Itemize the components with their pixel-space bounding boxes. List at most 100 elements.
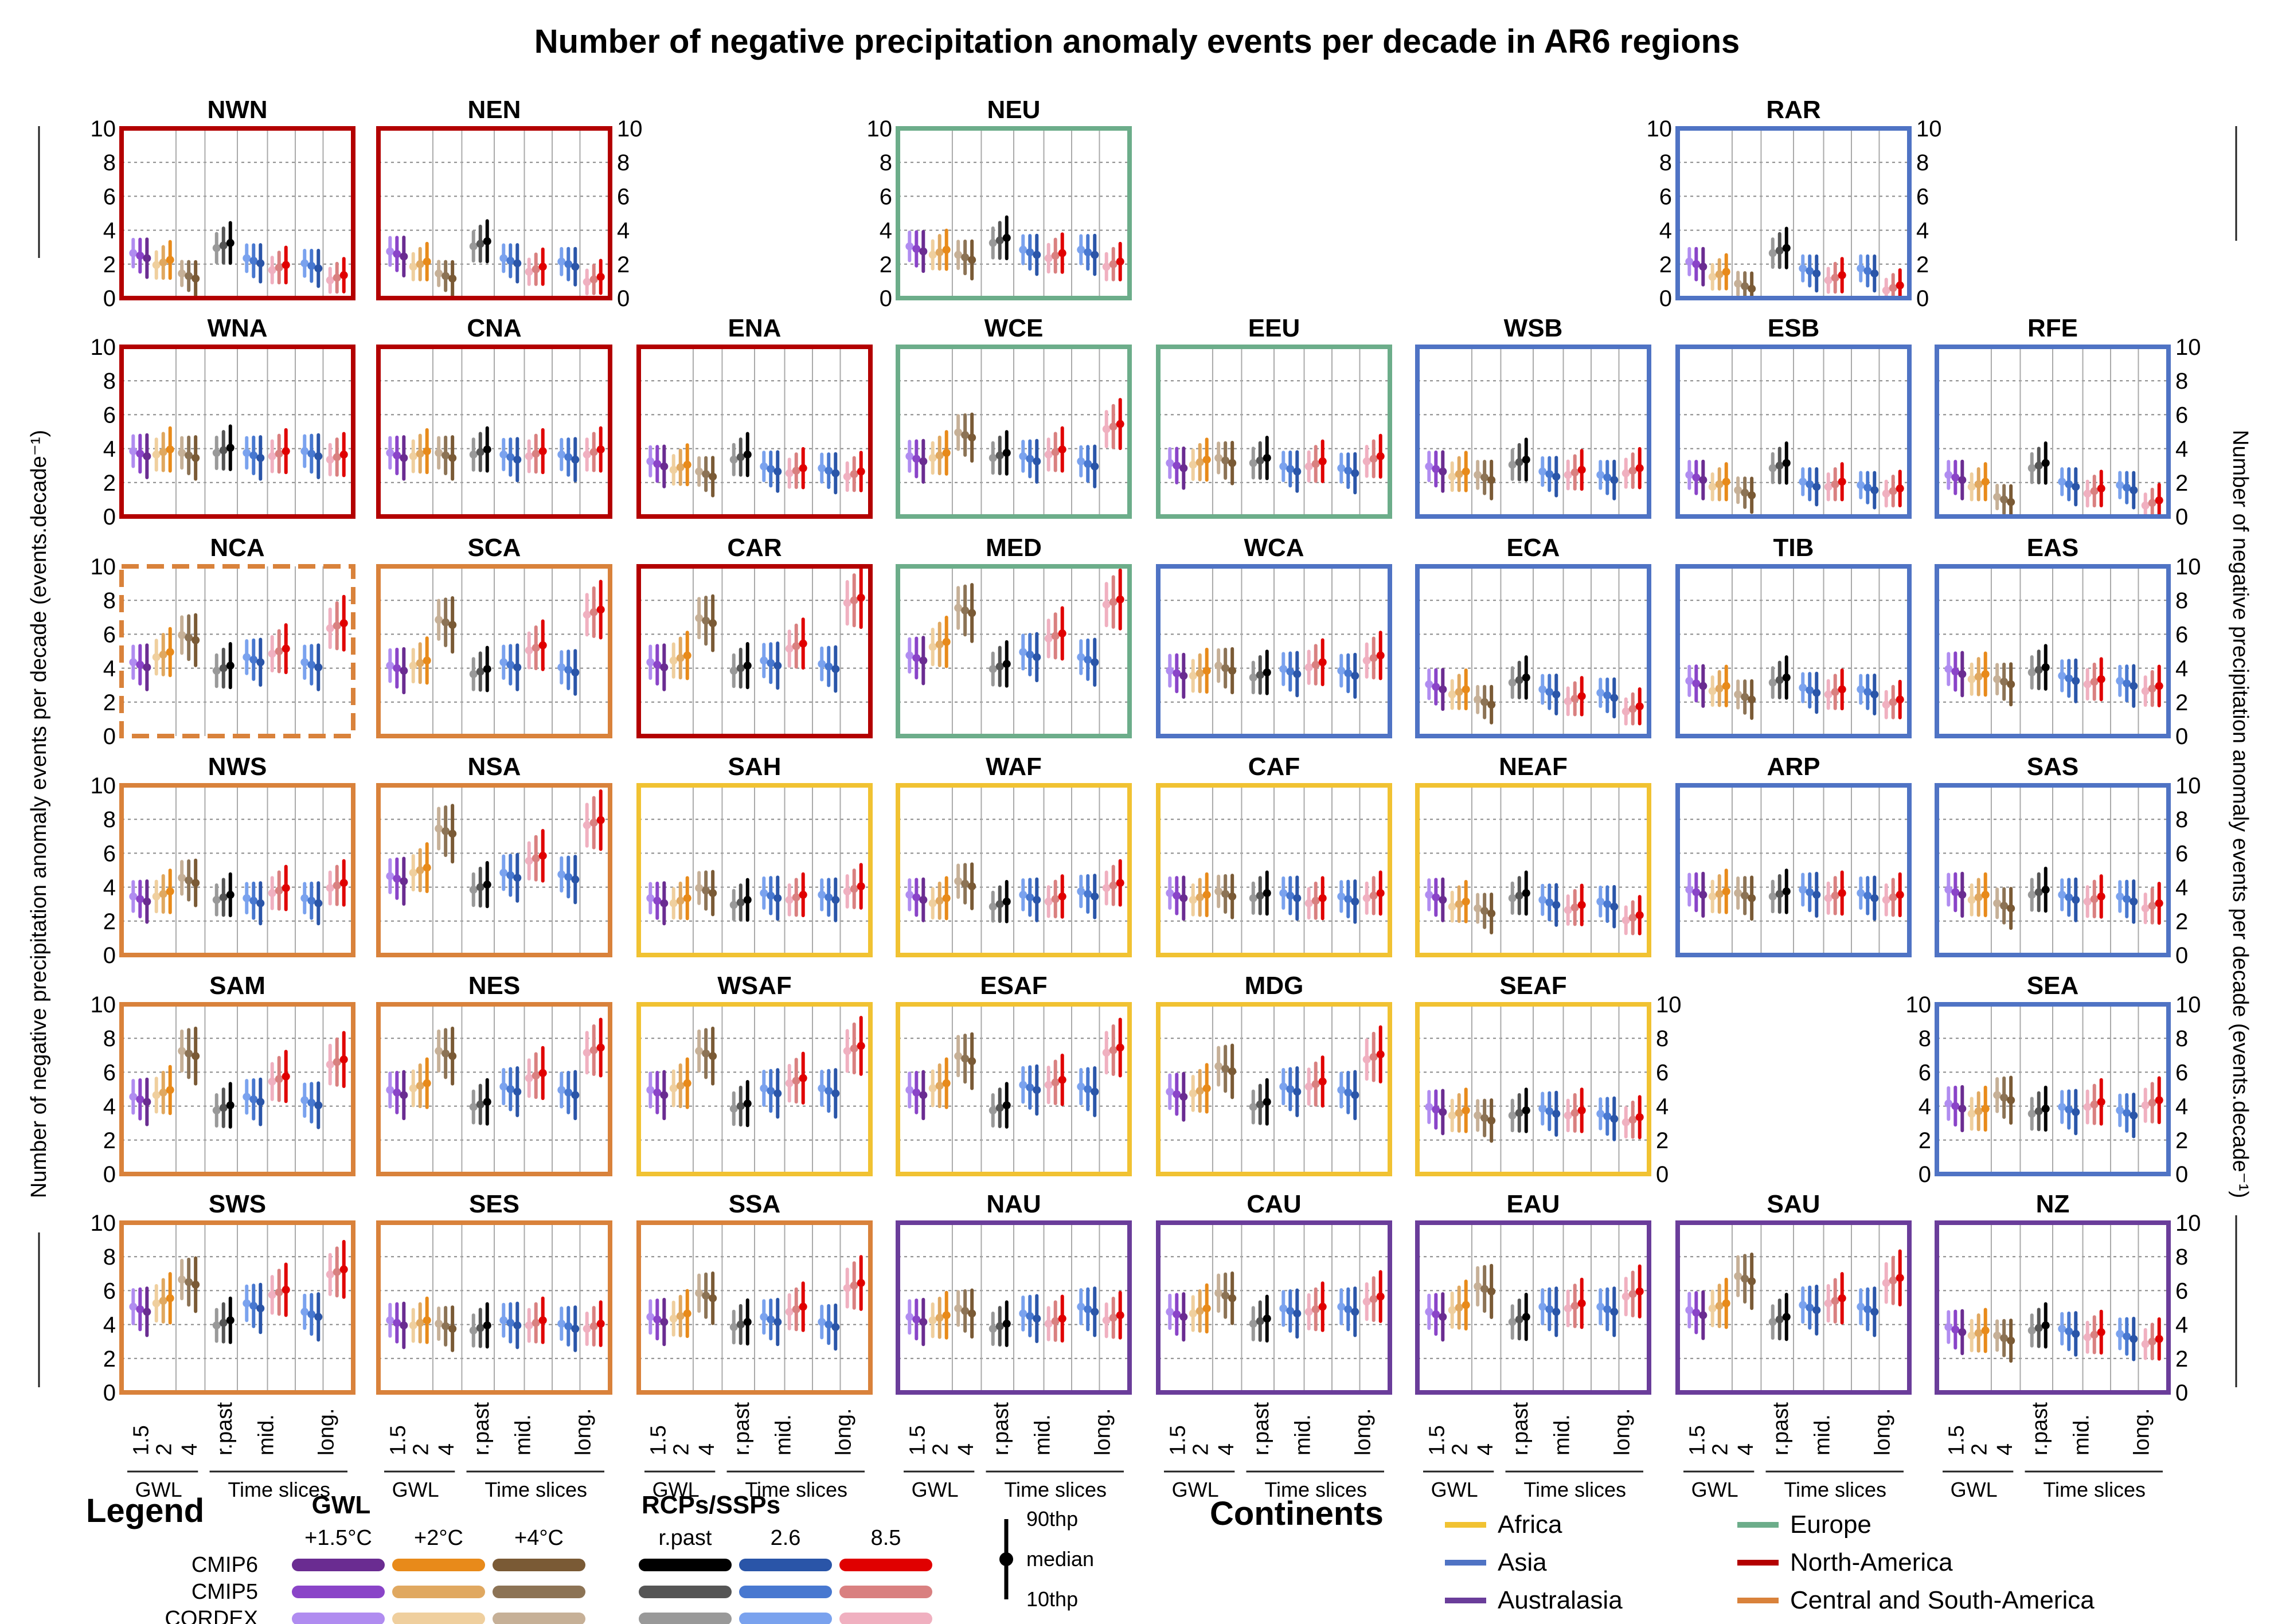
median-point (1214, 453, 1223, 462)
panel-arp: ARP (1675, 753, 1912, 957)
median-point (792, 467, 800, 475)
median-point (1480, 1114, 1489, 1122)
panel-eeu: EEU (1156, 314, 1392, 519)
median-point (702, 616, 710, 625)
median-point (1019, 1081, 1027, 1089)
panel-title: EAU (1507, 1190, 1560, 1218)
panel-frame (1675, 345, 1912, 519)
median-point (1044, 1081, 1053, 1089)
median-point (557, 1086, 566, 1094)
median-point (249, 1095, 258, 1103)
median-point (995, 451, 1004, 460)
median-point (1715, 890, 1724, 898)
y-tick-label: 10 (617, 116, 643, 142)
median-point (709, 1294, 717, 1302)
median-point (1974, 1329, 1983, 1337)
median-point (1439, 685, 1447, 694)
median-point (2058, 478, 2066, 486)
median-point (792, 1305, 800, 1313)
x-tick-label: 4 (1214, 1443, 1238, 1455)
legend-row-label: CMIP6 (192, 1553, 258, 1577)
x-tick-label: mid. (1030, 1414, 1054, 1455)
median-point (416, 659, 424, 667)
median-point (441, 1049, 450, 1058)
median-point (2083, 897, 2092, 906)
panel-title: ENA (728, 314, 782, 342)
median-point (905, 1086, 914, 1094)
median-point (961, 1306, 970, 1315)
median-point (256, 899, 265, 907)
median-point (935, 1313, 944, 1322)
median-point (1515, 458, 1523, 467)
y-tick-label: 0 (2175, 1162, 2188, 1187)
median-point (669, 899, 678, 907)
median-point (532, 1318, 540, 1327)
panel-frame (119, 126, 355, 300)
x-tick-label: 1.5 (386, 1425, 410, 1455)
median-point (1806, 888, 1814, 897)
median-point (1824, 1299, 1833, 1308)
median-point (1734, 486, 1742, 495)
median-point (1286, 667, 1295, 676)
median-point (506, 453, 515, 461)
median-point (1455, 470, 1463, 478)
panel-nz: NZ 0 2 4 6 8 10 (1935, 1190, 2201, 1406)
median-point (226, 662, 235, 670)
median-point (393, 1318, 401, 1327)
panel-wca: WCA (1156, 534, 1392, 738)
median-point (571, 455, 580, 464)
median-point (506, 660, 515, 669)
median-point (416, 1082, 424, 1090)
median-point (1102, 425, 1111, 433)
y-tick-label: 8 (617, 150, 630, 175)
median-point (441, 618, 450, 627)
median-point (1799, 264, 1807, 273)
median-point (1603, 900, 1612, 909)
median-point (532, 644, 540, 652)
panel-eca: ECA (1415, 534, 1651, 738)
panel-sea: SEA 0 0 2 2 4 4 6 6 8 8 10 10 (1906, 972, 2201, 1187)
median-point (1944, 1323, 1953, 1332)
median-point (499, 1082, 508, 1091)
y-tick-label: 6 (1656, 1060, 1669, 1085)
median-point (136, 252, 144, 260)
median-point (1610, 694, 1619, 702)
median-point (159, 650, 167, 659)
median-point (136, 449, 144, 458)
median-point (1967, 1109, 1976, 1118)
panel-frame (896, 564, 1132, 738)
median-point (1882, 701, 1890, 709)
median-point (314, 264, 323, 273)
x-group-label-timeslices: Time slices (485, 1478, 587, 1501)
x-tick-label: mid. (511, 1414, 535, 1455)
median-point (1432, 683, 1440, 691)
median-point (1318, 894, 1327, 902)
median-point (571, 1325, 580, 1333)
median-point (1033, 457, 1041, 465)
median-point (1173, 1090, 1181, 1098)
y-tick-label: 6 (2175, 1060, 2188, 1085)
median-point (282, 884, 290, 893)
panel-title: MED (986, 534, 1042, 562)
median-point (1044, 254, 1053, 263)
median-point (1337, 1086, 1346, 1094)
median-point (1432, 893, 1440, 902)
panel-title: NWN (207, 96, 267, 124)
median-point (1628, 705, 1637, 713)
y-tick-label: 0 (103, 1162, 116, 1187)
median-point (653, 660, 662, 669)
panel-rfe: RFE 0 2 4 6 8 10 (1935, 314, 2201, 530)
median-point (1857, 1302, 1865, 1311)
median-point (1685, 257, 1694, 266)
median-point (333, 453, 341, 461)
median-point (1249, 894, 1257, 902)
panel-frame (1415, 564, 1651, 738)
median-point (767, 891, 775, 900)
median-point (2123, 483, 2131, 492)
continents-title: Continents (1210, 1495, 1384, 1532)
panel-frame (1156, 345, 1392, 519)
median-point (785, 469, 794, 478)
panel-title: SAS (2027, 753, 2078, 781)
median-point (499, 658, 508, 667)
median-point (1603, 473, 1612, 482)
